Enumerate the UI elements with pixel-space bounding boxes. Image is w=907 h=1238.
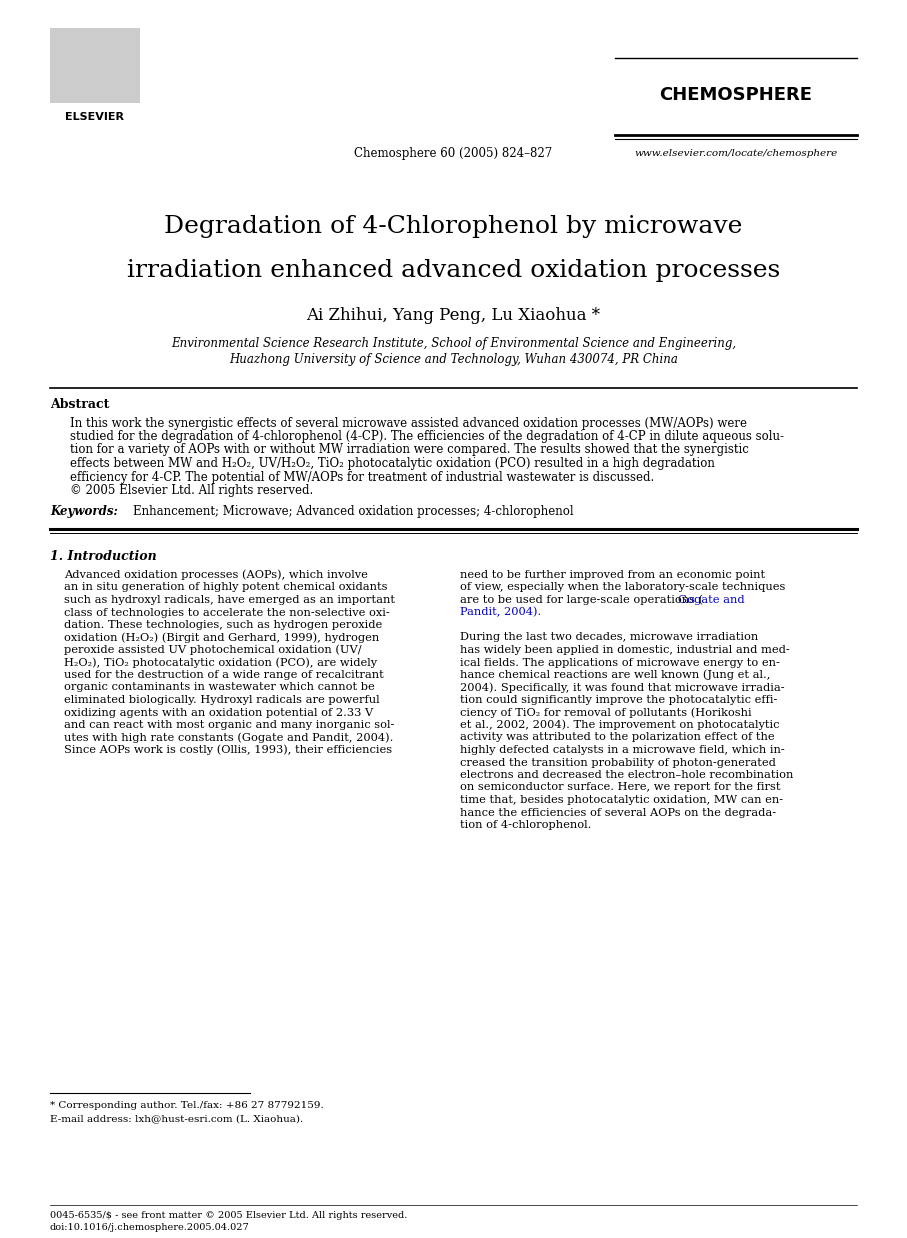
Text: need to be further improved from an economic point: need to be further improved from an econ… <box>460 569 766 579</box>
Text: CHEMOSPHERE: CHEMOSPHERE <box>659 85 813 104</box>
Text: such as hydroxyl radicals, have emerged as an important: such as hydroxyl radicals, have emerged … <box>64 595 395 605</box>
Text: 1. Introduction: 1. Introduction <box>50 551 157 563</box>
Text: organic contaminants in wastewater which cannot be: organic contaminants in wastewater which… <box>64 682 375 692</box>
Text: Abstract: Abstract <box>50 399 110 411</box>
Text: Since AOPs work is costly (Ollis, 1993), their efficiencies: Since AOPs work is costly (Ollis, 1993),… <box>64 745 392 755</box>
Text: are to be used for large-scale operations (: are to be used for large-scale operation… <box>460 594 703 605</box>
Text: Enhancement; Microwave; Advanced oxidation processes; 4-chlorophenol: Enhancement; Microwave; Advanced oxidati… <box>133 505 573 519</box>
Text: dation. These technologies, such as hydrogen peroxide: dation. These technologies, such as hydr… <box>64 620 382 630</box>
Text: ciency of TiO₂ for removal of pollutants (Horikoshi: ciency of TiO₂ for removal of pollutants… <box>460 707 752 718</box>
Text: E-mail address: lxh@hust-esri.com (L. Xiaohua).: E-mail address: lxh@hust-esri.com (L. Xi… <box>50 1114 303 1124</box>
Text: oxidation (H₂O₂) (Birgit and Gerhard, 1999), hydrogen: oxidation (H₂O₂) (Birgit and Gerhard, 19… <box>64 633 379 643</box>
Text: time that, besides photocatalytic oxidation, MW can en-: time that, besides photocatalytic oxidat… <box>460 795 783 805</box>
Bar <box>50 28 140 103</box>
Text: electrons and decreased the electron–hole recombination: electrons and decreased the electron–hol… <box>460 770 794 780</box>
Text: and can react with most organic and many inorganic sol-: and can react with most organic and many… <box>64 721 395 730</box>
Text: studied for the degradation of 4-chlorophenol (4-CP). The efficiencies of the de: studied for the degradation of 4-chlorop… <box>70 430 784 443</box>
Text: Advanced oxidation processes (AOPs), which involve: Advanced oxidation processes (AOPs), whi… <box>64 569 368 581</box>
Text: class of technologies to accelerate the non-selective oxi-: class of technologies to accelerate the … <box>64 608 390 618</box>
Text: tion for a variety of AOPs with or without MW irradiation were compared. The res: tion for a variety of AOPs with or witho… <box>70 443 749 457</box>
Text: 2004). Specifically, it was found that microwave irradia-: 2004). Specifically, it was found that m… <box>460 682 785 693</box>
Text: In this work the synergistic effects of several microwave assisted advanced oxid: In this work the synergistic effects of … <box>70 416 747 430</box>
Text: Gogate and: Gogate and <box>678 595 745 605</box>
Text: efficiency for 4-CP. The potential of MW/AOPs for treatment of industrial wastew: efficiency for 4-CP. The potential of MW… <box>70 470 654 484</box>
Text: tion could significantly improve the photocatalytic effi-: tion could significantly improve the pho… <box>460 695 777 704</box>
Text: tion of 4-chlorophenol.: tion of 4-chlorophenol. <box>460 820 591 829</box>
Text: et al., 2002, 2004). The improvement on photocatalytic: et al., 2002, 2004). The improvement on … <box>460 719 779 730</box>
Text: used for the destruction of a wide range of recalcitrant: used for the destruction of a wide range… <box>64 670 384 680</box>
Text: H₂O₂), TiO₂ photocatalytic oxidation (PCO), are widely: H₂O₂), TiO₂ photocatalytic oxidation (PC… <box>64 657 377 667</box>
Text: ELSEVIER: ELSEVIER <box>65 111 124 123</box>
Text: 0045-6535/$ - see front matter © 2005 Elsevier Ltd. All rights reserved.: 0045-6535/$ - see front matter © 2005 El… <box>50 1211 407 1219</box>
Text: Degradation of 4-Chlorophenol by microwave: Degradation of 4-Chlorophenol by microwa… <box>164 215 743 239</box>
Text: hance the efficiencies of several AOPs on the degrada-: hance the efficiencies of several AOPs o… <box>460 807 776 817</box>
Text: peroxide assisted UV photochemical oxidation (UV/: peroxide assisted UV photochemical oxida… <box>64 645 362 655</box>
Text: Huazhong University of Science and Technology, Wuhan 430074, PR China: Huazhong University of Science and Techn… <box>229 354 678 366</box>
Text: has widely been applied in domestic, industrial and med-: has widely been applied in domestic, ind… <box>460 645 790 655</box>
Text: an in situ generation of highly potent chemical oxidants: an in situ generation of highly potent c… <box>64 583 387 593</box>
Text: activity was attributed to the polarization effect of the: activity was attributed to the polarizat… <box>460 733 775 743</box>
Text: highly defected catalysts in a microwave field, which in-: highly defected catalysts in a microwave… <box>460 745 785 755</box>
Text: hance chemical reactions are well known (Jung et al.,: hance chemical reactions are well known … <box>460 670 770 681</box>
Text: irradiation enhanced advanced oxidation processes: irradiation enhanced advanced oxidation … <box>127 259 780 281</box>
Text: www.elsevier.com/locate/chemosphere: www.elsevier.com/locate/chemosphere <box>634 149 838 157</box>
Text: of view, especially when the laboratory-scale techniques: of view, especially when the laboratory-… <box>460 583 785 593</box>
Text: Ai Zhihui, Yang Peng, Lu Xiaohua *: Ai Zhihui, Yang Peng, Lu Xiaohua * <box>307 307 600 323</box>
Text: During the last two decades, microwave irradiation: During the last two decades, microwave i… <box>460 633 758 643</box>
Text: doi:10.1016/j.chemosphere.2005.04.027: doi:10.1016/j.chemosphere.2005.04.027 <box>50 1223 249 1233</box>
Text: effects between MW and H₂O₂, UV/H₂O₂, TiO₂ photocatalytic oxidation (PCO) result: effects between MW and H₂O₂, UV/H₂O₂, Ti… <box>70 457 715 470</box>
Text: oxidizing agents with an oxidation potential of 2.33 V: oxidizing agents with an oxidation poten… <box>64 707 374 718</box>
Text: © 2005 Elsevier Ltd. All rights reserved.: © 2005 Elsevier Ltd. All rights reserved… <box>70 484 313 496</box>
Text: * Corresponding author. Tel./fax: +86 27 87792159.: * Corresponding author. Tel./fax: +86 27… <box>50 1102 324 1110</box>
Text: on semiconductor surface. Here, we report for the first: on semiconductor surface. Here, we repor… <box>460 782 781 792</box>
Text: creased the transition probability of photon-generated: creased the transition probability of ph… <box>460 758 775 768</box>
Text: Environmental Science Research Institute, School of Environmental Science and En: Environmental Science Research Institute… <box>171 337 736 349</box>
Text: ical fields. The applications of microwave energy to en-: ical fields. The applications of microwa… <box>460 657 780 667</box>
Text: Pandit, 2004).: Pandit, 2004). <box>460 608 541 618</box>
Text: Chemosphere 60 (2005) 824–827: Chemosphere 60 (2005) 824–827 <box>355 146 552 160</box>
Text: eliminated biologically. Hydroxyl radicals are powerful: eliminated biologically. Hydroxyl radica… <box>64 695 380 704</box>
Text: Keywords:: Keywords: <box>50 505 118 519</box>
Text: utes with high rate constants (Gogate and Pandit, 2004).: utes with high rate constants (Gogate an… <box>64 732 394 743</box>
